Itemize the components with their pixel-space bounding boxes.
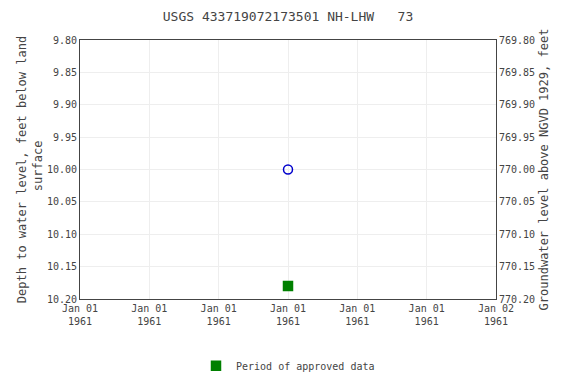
svg-text:9.90: 9.90 xyxy=(53,99,77,110)
svg-text:Jan 011961: Jan 011961 xyxy=(131,303,167,327)
svg-text:10.20: 10.20 xyxy=(47,294,77,305)
svg-text:Jan 021961: Jan 021961 xyxy=(478,303,514,327)
svg-text:769.85: 769.85 xyxy=(499,67,535,78)
svg-text:770.15: 770.15 xyxy=(499,261,535,272)
svg-text:Jan 011961: Jan 011961 xyxy=(270,303,306,327)
svg-text:Jan 011961: Jan 011961 xyxy=(339,303,375,327)
svg-text:Groundwater level above NGVD 1: Groundwater level above NGVD 1929, feet xyxy=(537,29,551,311)
svg-text:770.10: 770.10 xyxy=(499,229,535,240)
svg-text:Depth to water level, feet bel: Depth to water level, feet below land su… xyxy=(15,36,45,303)
svg-text:Jan 011961: Jan 011961 xyxy=(201,303,237,327)
svg-text:USGS 433719072173501 NH-LHW: USGS 433719072173501 NH-LHW 73 xyxy=(163,9,413,24)
svg-text:769.95: 769.95 xyxy=(499,132,535,143)
svg-text:10.00: 10.00 xyxy=(47,164,77,175)
svg-text:769.80: 769.80 xyxy=(499,35,535,46)
svg-text:Jan 011961: Jan 011961 xyxy=(409,303,445,327)
svg-text:770.00: 770.00 xyxy=(499,164,535,175)
svg-text:Period of approved data: Period of approved data xyxy=(236,361,374,372)
svg-text:10.10: 10.10 xyxy=(47,229,77,240)
svg-text:Jan 011961: Jan 011961 xyxy=(62,303,98,327)
svg-text:10.05: 10.05 xyxy=(47,196,77,207)
svg-text:770.05: 770.05 xyxy=(499,196,535,207)
svg-text:9.80: 9.80 xyxy=(53,35,77,46)
svg-text:770.20: 770.20 xyxy=(499,294,535,305)
svg-text:10.15: 10.15 xyxy=(47,261,77,272)
svg-text:9.85: 9.85 xyxy=(53,67,77,78)
svg-text:769.90: 769.90 xyxy=(499,99,535,110)
svg-text:9.95: 9.95 xyxy=(53,132,77,143)
